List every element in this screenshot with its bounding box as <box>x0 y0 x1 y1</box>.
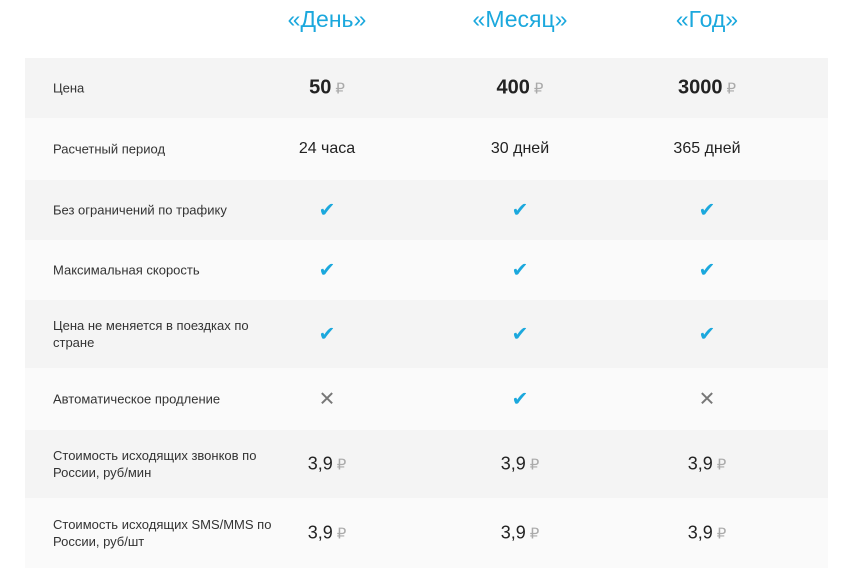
row-label: Стоимость исходящих SMS/MMS по России, р… <box>53 517 272 549</box>
value-text: 3,9 <box>500 522 526 543</box>
ruble-sign: ₽ <box>336 525 347 543</box>
cross-icon: ✕ <box>698 388 716 411</box>
row-value: 3000 ₽ <box>607 77 807 100</box>
check-icon: ✔ <box>698 199 716 222</box>
check-icon: ✔ <box>698 323 716 346</box>
check-icon: ✔ <box>511 259 529 282</box>
row-value: 3,9 ₽ <box>420 454 620 475</box>
row-label: Расчетный период <box>53 141 166 157</box>
value-text: 3,9 <box>687 522 713 543</box>
ruble-sign: ₽ <box>716 525 727 543</box>
cross-icon: ✕ <box>318 388 336 411</box>
row-value: 400 ₽ <box>420 77 620 100</box>
table-row: Без ограничений по трафику ✔ ✔ ✔ <box>25 180 828 240</box>
ruble-sign: ₽ <box>335 80 345 98</box>
check-icon: ✔ <box>318 259 336 282</box>
row-label: Стоимость исходящих звонков по России, р… <box>53 448 257 480</box>
value-text: 30 дней <box>490 140 550 157</box>
check-icon: ✔ <box>511 199 529 222</box>
plan-month-title: «Месяц» <box>472 6 568 32</box>
row-value: 365 дней <box>607 140 807 158</box>
plan-header: «День» «Месяц» «Год» <box>0 0 850 58</box>
ruble-sign: ₽ <box>336 456 347 474</box>
table-row: Автоматическое продление ✕ ✔ ✕ <box>25 368 828 430</box>
row-label: Максимальная скорость <box>53 262 200 278</box>
row-label: Цена не меняется в поездках по стране <box>53 318 249 350</box>
check-icon: ✔ <box>698 259 716 282</box>
check-icon: ✔ <box>318 199 336 222</box>
comparison-table: Цена 50 ₽400 ₽3000 ₽ Расчетный период 24 часа 3… <box>25 58 828 568</box>
plan-day-title: «День» <box>287 6 367 32</box>
row-value: 3,9 ₽ <box>227 523 427 544</box>
row-value: 50 ₽ <box>227 77 427 100</box>
table-row: Цена 50 ₽400 ₽3000 ₽ <box>25 58 828 118</box>
value-text: 3,9 <box>307 522 333 543</box>
ruble-sign: ₽ <box>726 80 737 98</box>
ruble-sign: ₽ <box>529 456 540 474</box>
ruble-sign: ₽ <box>529 525 540 543</box>
value-text: 365 дней <box>673 140 741 157</box>
value-text: 400 <box>496 76 530 99</box>
row-value: 3,9 ₽ <box>607 523 807 544</box>
table-row: Максимальная скорость ✔ ✔ ✔ <box>25 240 828 300</box>
ruble-sign: ₽ <box>716 456 727 474</box>
row-label: Цена <box>53 80 85 96</box>
value-text: 50 <box>309 76 332 99</box>
value-text: 3000 <box>677 76 723 99</box>
row-value: 3,9 ₽ <box>227 454 427 475</box>
check-icon: ✔ <box>318 323 336 346</box>
value-text: 24 часа <box>298 140 356 157</box>
check-icon: ✔ <box>511 323 529 346</box>
table-row: Расчетный период 24 часа 30 дней 365 дней <box>25 118 828 180</box>
row-label: Автоматическое продление <box>53 391 221 407</box>
row-value: 24 часа <box>227 140 427 158</box>
plan-year-title: «Год» <box>675 6 739 32</box>
row-label: Без ограничений по трафику <box>53 202 227 218</box>
table-row: Цена не меняется в поездках по стране ✔ ✔ ✔ <box>25 300 828 368</box>
row-value: 3,9 ₽ <box>607 454 807 475</box>
value-text: 3,9 <box>307 453 333 474</box>
ruble-sign: ₽ <box>533 80 544 98</box>
value-text: 3,9 <box>500 453 526 474</box>
row-value: 3,9 ₽ <box>420 523 620 544</box>
row-value: 30 дней <box>420 140 620 158</box>
value-text: 3,9 <box>687 453 713 474</box>
check-icon: ✔ <box>511 388 529 411</box>
table-row: Стоимость исходящих SMS/MMS по России, р… <box>25 498 828 568</box>
table-row: Стоимость исходящих звонков по России, р… <box>25 430 828 498</box>
